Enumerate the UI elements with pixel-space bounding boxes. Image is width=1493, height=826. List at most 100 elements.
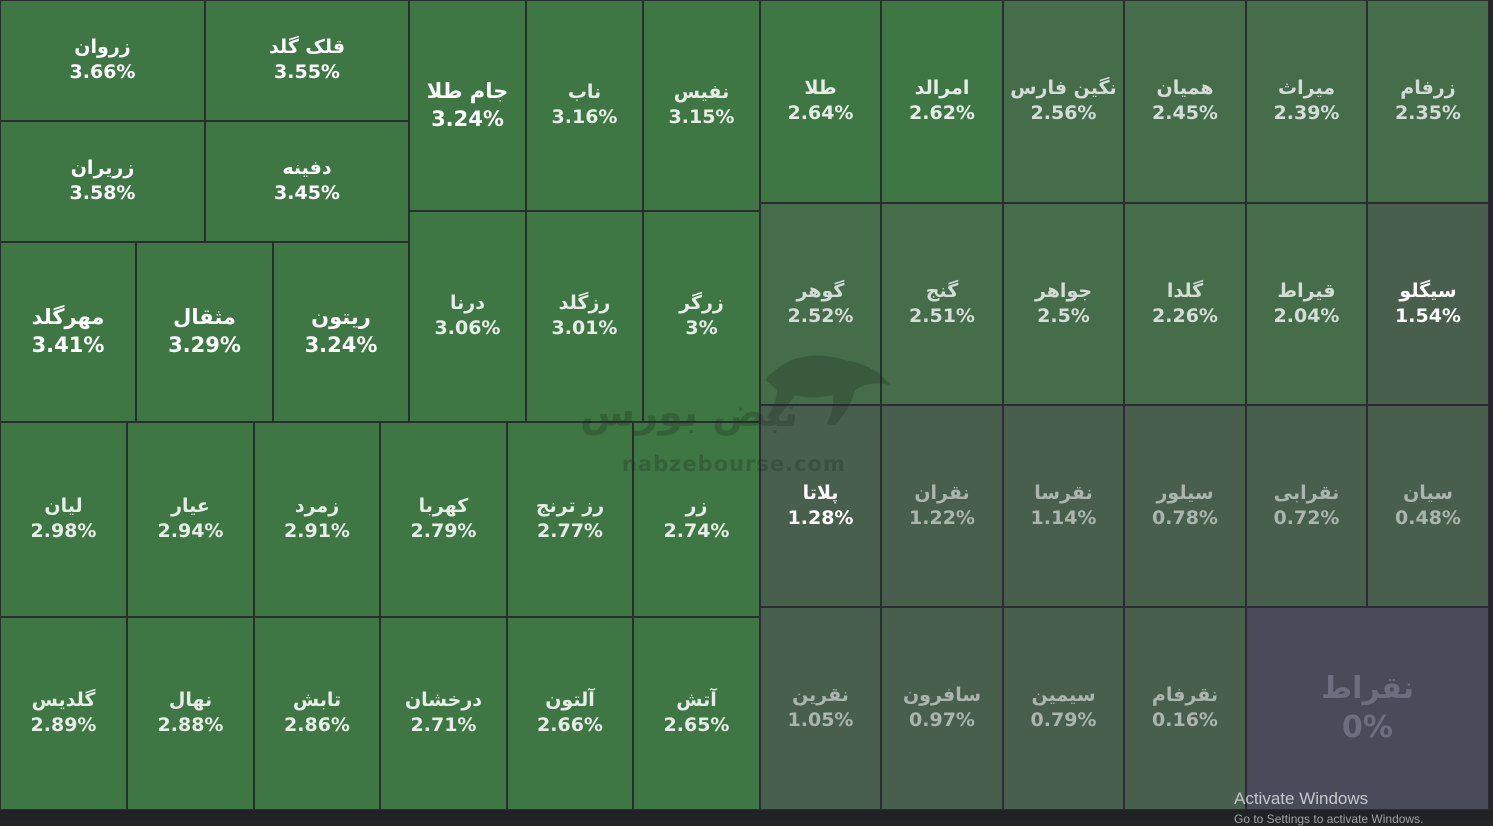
treemap-cell[interactable]: درنا 3.06% [409, 211, 526, 422]
cell-change: 2.51% [909, 304, 975, 327]
treemap-cell[interactable]: سیان 0.48% [1367, 405, 1489, 607]
treemap-cell[interactable]: عیار 2.94% [127, 422, 254, 617]
cell-name: مثقال [173, 305, 236, 330]
cell-name: قلک گلد [268, 36, 346, 59]
cell-name: زروان [74, 36, 131, 59]
treemap-cell[interactable]: آتش 2.65% [633, 617, 760, 810]
cell-name: قیراط [1277, 279, 1336, 302]
cell-name: زر [685, 495, 708, 518]
cell-change: 2.66% [537, 714, 603, 737]
cell-change: 3.41% [31, 333, 105, 358]
treemap-cell[interactable]: مهرگلد 3.41% [0, 242, 136, 422]
cell-change: 3.66% [69, 61, 136, 84]
cell-change: 3.24% [431, 106, 504, 131]
cell-name: تابش [292, 689, 342, 712]
treemap-cell[interactable]: تابش 2.86% [254, 617, 380, 810]
cell-name: طلا [804, 77, 837, 100]
cell-change: 2.94% [157, 520, 224, 543]
treemap-cell[interactable]: نگین فارس 2.56% [1003, 0, 1124, 203]
treemap-cell[interactable]: سیلور 0.78% [1124, 405, 1246, 607]
cell-name: زریران [70, 157, 135, 180]
treemap-cell[interactable]: زمرد 2.91% [254, 422, 380, 617]
cell-change: 2.62% [909, 102, 975, 125]
cell-name: سیگلو [1399, 279, 1457, 302]
cell-name: ناب [567, 81, 602, 104]
treemap-cell[interactable]: ناب 3.16% [526, 0, 643, 211]
treemap-cell[interactable]: لیان 2.98% [0, 422, 127, 617]
cell-name: مهرگلد [31, 305, 105, 330]
treemap-cell[interactable]: نقرابی 0.72% [1246, 405, 1367, 607]
treemap-cell[interactable]: رز ترنج 2.77% [507, 422, 633, 617]
activate-windows-notice: Activate Windows [1234, 789, 1369, 808]
treemap-cell[interactable]: مثقال 3.29% [136, 242, 273, 422]
cell-change: 3.16% [551, 106, 618, 129]
cell-name: لیان [44, 495, 83, 518]
treemap-cell[interactable]: زرفام 2.35% [1367, 0, 1489, 203]
treemap-cell[interactable]: کهربا 2.79% [380, 422, 507, 617]
treemap-cell[interactable]: رزگلد 3.01% [526, 211, 643, 422]
cell-change: 2.35% [1395, 102, 1461, 125]
cell-change: 2.86% [284, 714, 350, 737]
treemap-cell[interactable]: زروان 3.66% [0, 0, 205, 121]
cell-change: 2.77% [537, 520, 603, 543]
treemap-cell[interactable]: میراث 2.39% [1246, 0, 1367, 203]
treemap-cell[interactable]: قلک گلد 3.55% [205, 0, 409, 121]
treemap-cell[interactable]: درخشان 2.71% [380, 617, 507, 810]
treemap-cell[interactable]: گوهر 2.52% [760, 203, 881, 405]
treemap-cell[interactable]: آلتون 2.66% [507, 617, 633, 810]
treemap-cell[interactable]: گلدا 2.26% [1124, 203, 1246, 405]
cell-change: 0.48% [1395, 506, 1461, 529]
treemap-cell[interactable]: نهال 2.88% [127, 617, 254, 810]
treemap-cell[interactable]: دفینه 3.45% [205, 121, 409, 242]
cell-change: 1.14% [1030, 506, 1097, 529]
treemap-cell[interactable]: نفیس 3.15% [643, 0, 760, 211]
treemap-cell[interactable]: زرگر 3% [643, 211, 760, 422]
cell-change: 3% [685, 317, 718, 340]
treemap-cell[interactable]: طلا 2.64% [760, 0, 881, 203]
cell-name: نقرین [792, 684, 849, 707]
cell-name: آلتون [545, 689, 595, 712]
cell-name: آتش [676, 689, 717, 712]
cell-name: سافرون [902, 684, 982, 707]
cell-name: زرفام [1400, 77, 1456, 100]
treemap-cell[interactable]: نقرین 1.05% [760, 607, 881, 810]
treemap-cell[interactable]: همیان 2.45% [1124, 0, 1246, 203]
treemap-cell[interactable]: نقرسا 1.14% [1003, 405, 1124, 607]
cell-name: نقرسا [1034, 481, 1093, 504]
cell-name: همیان [1156, 77, 1214, 100]
treemap-cell[interactable]: سیگلو 1.54% [1367, 203, 1489, 405]
treemap-cell[interactable]: پلاتا 1.28% [760, 405, 881, 607]
cell-name: درنا [450, 292, 485, 315]
treemap-cell[interactable]: جواهر 2.5% [1003, 203, 1124, 405]
cell-name: جام طلا [426, 78, 509, 103]
cell-name: زمرد [294, 495, 340, 518]
cell-change: 0.16% [1152, 709, 1218, 732]
cell-name: کهربا [418, 495, 469, 518]
treemap-cell[interactable]: ریتون 3.24% [273, 242, 409, 422]
cell-name: نگین فارس [1010, 77, 1117, 100]
cell-name: عیار [171, 495, 210, 518]
cell-change: 2.98% [30, 520, 97, 543]
treemap-cell[interactable]: گنج 2.51% [881, 203, 1003, 405]
cell-name: میراث [1278, 77, 1335, 100]
cell-name: سیمین [1031, 684, 1096, 707]
cell-name: نقرفام [1151, 684, 1219, 707]
treemap-cell[interactable]: جام طلا 3.24% [409, 0, 526, 211]
treemap-cell[interactable]: نقراط 0% [1246, 607, 1489, 810]
treemap-cell[interactable]: امرالد 2.62% [881, 0, 1003, 203]
treemap-cell[interactable]: گلدیس 2.89% [0, 617, 127, 810]
cell-change: 2.79% [410, 520, 477, 543]
cell-name: درخشان [404, 689, 483, 712]
treemap-cell[interactable]: سیمین 0.79% [1003, 607, 1124, 810]
cell-name: دفینه [282, 157, 332, 180]
treemap-cell[interactable]: نقرفام 0.16% [1124, 607, 1246, 810]
treemap-cell[interactable]: قیراط 2.04% [1246, 203, 1367, 405]
treemap-cell[interactable]: نقران 1.22% [881, 405, 1003, 607]
cell-change: 2.56% [1030, 102, 1097, 125]
treemap-cell[interactable]: زر 2.74% [633, 422, 760, 617]
cell-name: سیلور [1156, 481, 1214, 504]
cell-name: گلدیس [31, 689, 96, 712]
cell-change: 2.71% [410, 714, 477, 737]
treemap-cell[interactable]: سافرون 0.97% [881, 607, 1003, 810]
treemap-cell[interactable]: زریران 3.58% [0, 121, 205, 242]
